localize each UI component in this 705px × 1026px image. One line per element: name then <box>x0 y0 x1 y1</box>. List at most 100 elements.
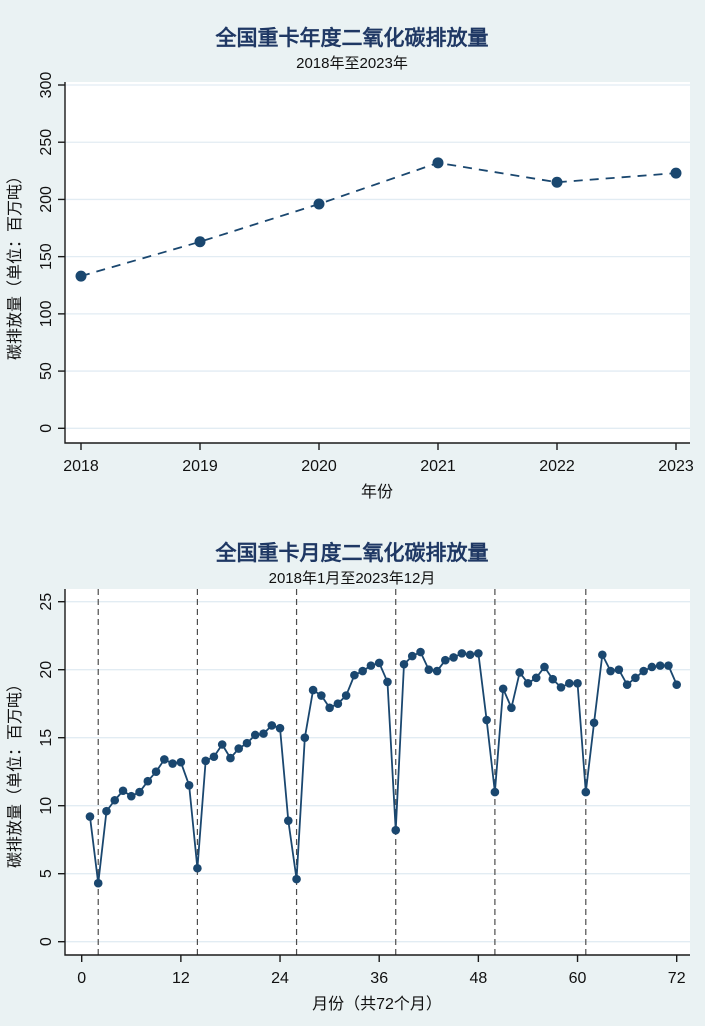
x-tick-label: 2022 <box>539 458 575 475</box>
x-tick-label: 2023 <box>658 458 694 475</box>
data-point <box>350 670 359 680</box>
x-tick-label: 2018 <box>63 458 99 475</box>
y-tick-label: 250 <box>38 129 55 156</box>
data-point <box>308 685 318 695</box>
data-point <box>655 661 665 670</box>
data-point <box>135 787 144 797</box>
data-point <box>168 759 177 768</box>
data-point <box>313 198 325 210</box>
data-point <box>432 666 442 676</box>
y-tick-label: 0 <box>38 937 55 946</box>
data-point <box>622 680 632 689</box>
monthly-y-axis-title: 碳排放量（单位：百万吨） <box>6 676 24 868</box>
y-tick-label: 0 <box>38 424 55 433</box>
data-point <box>300 733 310 742</box>
data-point <box>664 661 673 670</box>
data-point <box>194 236 206 248</box>
data-point <box>399 659 409 669</box>
y-tick-label: 15 <box>38 729 55 747</box>
data-point <box>118 786 128 796</box>
data-point <box>176 757 186 767</box>
annual-emissions-plot: 0 50 100 150 200 250 300 2018 2019 2020 2021 2022 20… <box>38 72 694 475</box>
monthly-x-axis-title: 月份（共72个月） <box>312 995 442 1013</box>
annual-chart-title: 全国重卡年度二氧化碳排放量 <box>215 26 489 50</box>
data-point <box>556 683 566 692</box>
data-point <box>193 863 202 873</box>
data-point <box>465 650 475 660</box>
x-tick-label: 60 <box>569 970 587 987</box>
annual-y-axis-title: 碳排放量（单位：百万吨） <box>6 168 24 360</box>
data-point <box>383 677 392 687</box>
data-point <box>325 703 334 713</box>
data-point <box>242 738 252 748</box>
data-point <box>573 679 582 688</box>
data-point <box>498 684 508 694</box>
data-point <box>184 781 194 790</box>
monthly-chart-title: 全国重卡月度二氧化碳排放量 <box>215 541 489 565</box>
series-line <box>80 161 677 277</box>
data-point <box>531 673 541 683</box>
data-point <box>333 699 343 708</box>
data-point <box>201 756 210 766</box>
data-point <box>670 167 682 179</box>
data-point <box>482 715 491 725</box>
x-tick-label: 72 <box>668 970 686 987</box>
plot-area <box>65 82 690 443</box>
y-tick-label: 150 <box>38 243 55 270</box>
y-tick-label: 200 <box>38 186 55 213</box>
x-tick-label: 2019 <box>182 458 218 475</box>
data-point <box>441 655 450 665</box>
data-point <box>540 662 549 672</box>
x-tick-label: 2020 <box>301 458 337 475</box>
data-point <box>474 649 483 658</box>
data-point <box>424 665 434 674</box>
data-point <box>374 658 384 668</box>
data-point <box>457 649 467 658</box>
data-point <box>93 878 103 888</box>
data-point <box>209 752 219 762</box>
data-point <box>647 662 657 672</box>
data-point <box>143 776 153 786</box>
x-tick-label: 48 <box>469 970 487 987</box>
data-point <box>631 673 640 683</box>
monthly-emissions-plot: 0 5 10 15 20 25 0 12 24 36 48 60 72 <box>38 589 690 987</box>
data-point <box>548 674 558 684</box>
data-point <box>217 740 227 749</box>
data-point <box>416 647 425 657</box>
x-tick-label: 12 <box>172 970 190 987</box>
data-point <box>551 176 563 188</box>
axes <box>64 589 690 956</box>
data-point <box>639 666 648 676</box>
y-tick-label: 300 <box>38 72 55 99</box>
data-point <box>358 666 367 676</box>
data-point <box>391 825 401 835</box>
annual-x-axis-title: 年份 <box>361 483 393 501</box>
data-point <box>250 730 260 740</box>
data-point <box>160 755 169 764</box>
data-point <box>407 651 417 661</box>
data-point <box>490 787 500 797</box>
y-tick-label: 100 <box>38 300 55 327</box>
data-point <box>259 729 268 738</box>
data-point <box>292 874 301 884</box>
data-point <box>614 665 624 674</box>
axes <box>64 82 690 444</box>
data-point <box>432 157 444 169</box>
y-tick-label: 20 <box>38 661 55 679</box>
data-point <box>523 679 533 688</box>
data-point <box>275 723 285 733</box>
y-tick-label: 10 <box>38 797 55 815</box>
data-point <box>366 661 376 670</box>
data-point <box>102 806 111 816</box>
data-point <box>581 787 591 797</box>
monthly-chart-subtitle: 2018年1月至2023年12月 <box>269 570 436 587</box>
data-point <box>589 718 599 728</box>
data-point <box>449 653 458 662</box>
data-point <box>234 744 244 753</box>
data-point <box>672 680 681 689</box>
y-tick-label: 5 <box>38 869 55 878</box>
y-tick-label: 50 <box>38 362 55 380</box>
annual-chart-subtitle: 2018年至2023年 <box>296 55 408 72</box>
data-point <box>564 679 574 688</box>
